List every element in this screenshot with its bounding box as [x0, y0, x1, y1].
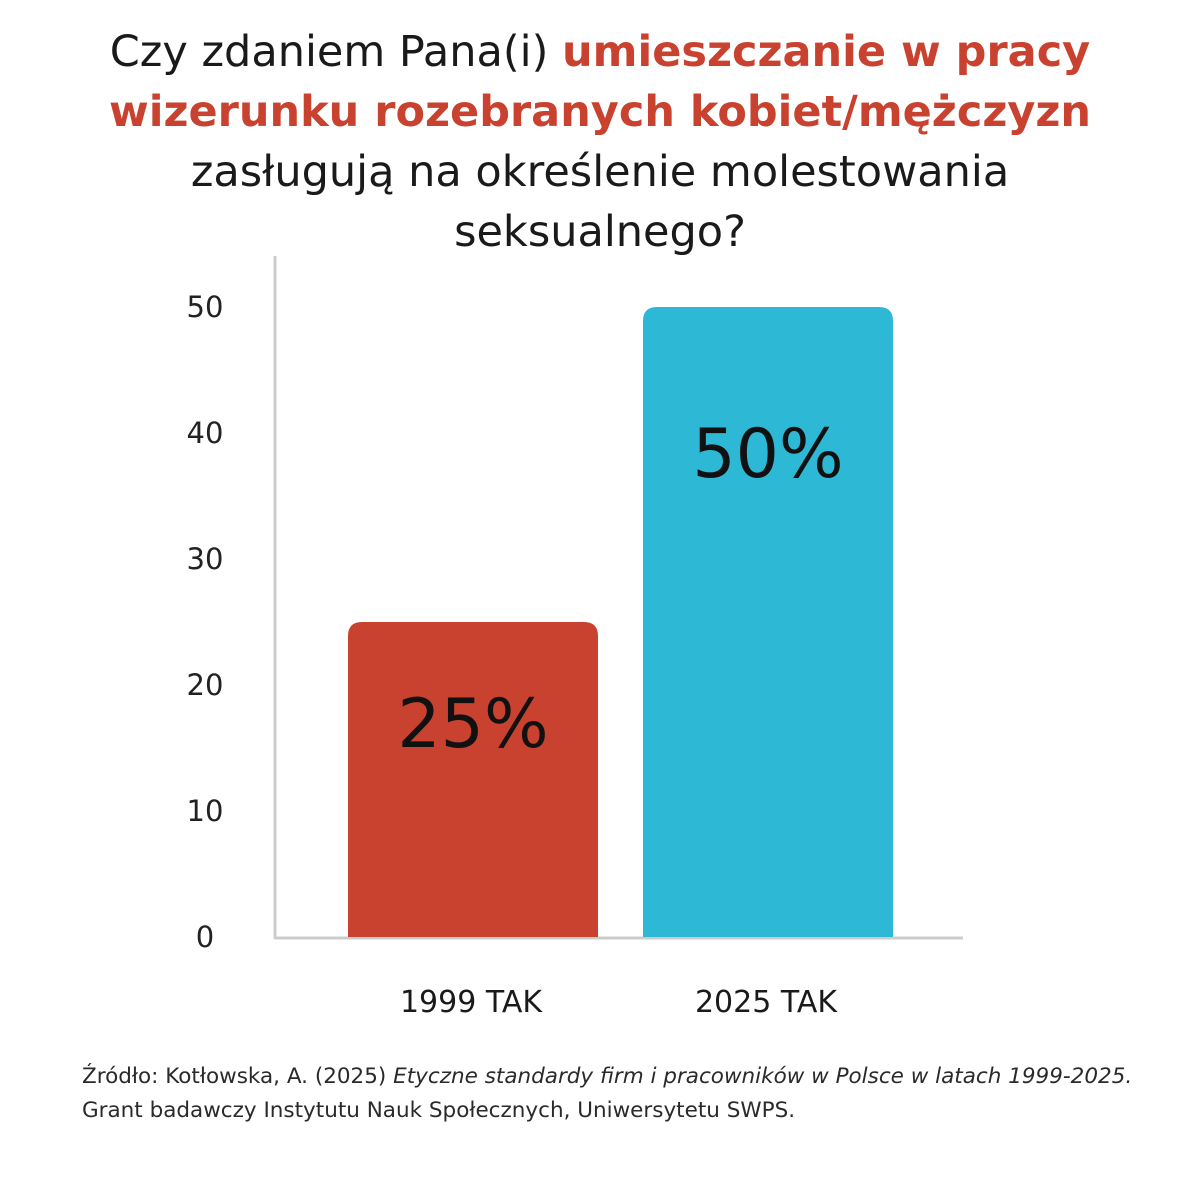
source-title: Etyczne standardy firm i pracowników w P… [393, 1064, 1133, 1089]
x-category-label: 2025 TAK [695, 985, 838, 1020]
chart-title: Czy zdaniem Pana(i) umieszczanie w pracy… [60, 22, 1140, 262]
bar [348, 622, 598, 937]
source-prefix: Źródło: Kotłowska, A. (2025) [82, 1064, 394, 1089]
y-tick-label: 0 [196, 920, 214, 954]
y-tick-label: 40 [187, 416, 224, 450]
x-category-label: 1999 TAK [400, 985, 543, 1020]
y-tick-label: 50 [187, 290, 224, 324]
source-suffix: Grant badawczy Instytutu Nauk Społecznyc… [82, 1098, 796, 1123]
title-part2: zasługują na określenie molestowania sek… [190, 147, 1010, 257]
source-note: Źródło: Kotłowska, A. (2025) Etyczne sta… [82, 1060, 1142, 1128]
y-tick-label: 20 [187, 668, 224, 702]
data-label: 25% [397, 685, 548, 764]
title-highlight: umieszczanie w pracy wizerunku rozebrany… [108, 27, 1092, 137]
data-label: 50% [692, 415, 843, 494]
y-tick-label: 10 [187, 794, 224, 828]
y-tick-label: 30 [187, 542, 224, 576]
bar-chart: 0 10 20 30 40 50 25% 1999 TAK 50% 2025 TAK [187, 256, 963, 1020]
title-part1: Czy zdaniem Pana(i) [109, 27, 563, 77]
bar [643, 307, 893, 937]
